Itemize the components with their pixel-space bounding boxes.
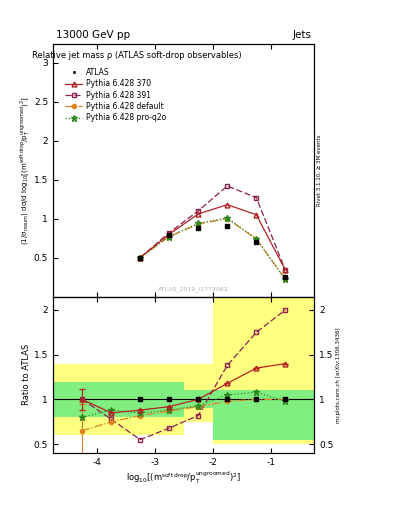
X-axis label: log$_{10}$[(m$^{\mathrm{soft\,drop}}$/p$_\mathrm{T}^{\mathrm{ungroomed}}$)$^2$]: log$_{10}$[(m$^{\mathrm{soft\,drop}}$/p$… [126,470,241,486]
Y-axis label: Ratio to ATLAS: Ratio to ATLAS [22,344,31,406]
Bar [184,364,213,422]
Bar [242,296,314,444]
Bar [213,391,242,440]
Bar [242,391,314,440]
Y-axis label: Rivet 3.1.10, ≥ 3M events: Rivet 3.1.10, ≥ 3M events [317,134,322,206]
Bar [53,381,126,417]
Bar [53,364,126,435]
Text: Jets: Jets [293,30,312,40]
Legend: ATLAS, Pythia 6.428 370, Pythia 6.428 391, Pythia 6.428 default, Pythia 6.428 pr: ATLAS, Pythia 6.428 370, Pythia 6.428 39… [62,65,169,125]
Bar [184,391,213,409]
Y-axis label: mcplots.cern.ch [arXiv:1306.3436]: mcplots.cern.ch [arXiv:1306.3436] [336,327,342,422]
Y-axis label: (1/σ$_{\mathrm{resum}}$) dσ/d log$_{10}$[(m$^{\mathrm{soft\,drop}}$/p$_\mathrm{T: (1/σ$_{\mathrm{resum}}$) dσ/d log$_{10}$… [19,95,33,245]
Text: Relative jet mass ρ (ATLAS soft-drop observables): Relative jet mass ρ (ATLAS soft-drop obs… [32,51,241,60]
Bar [126,381,184,417]
Bar [213,296,242,444]
Bar [126,364,184,435]
Text: ATLAS_2019_I1772062: ATLAS_2019_I1772062 [158,286,228,292]
Text: 13000 GeV pp: 13000 GeV pp [56,30,130,40]
